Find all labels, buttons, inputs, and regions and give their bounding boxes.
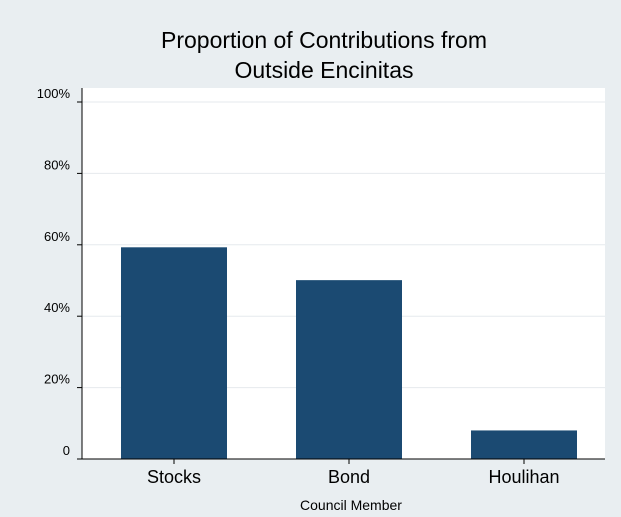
x-ticks: Stocks Bond Houlihan: [147, 459, 560, 487]
x-axis-label: Council Member: [300, 497, 402, 513]
y-ticks: 0 20% 40% 60% 80% 100%: [37, 86, 82, 460]
x-tick-label: Houlihan: [488, 467, 559, 487]
y-tick-label: 80%: [44, 157, 70, 172]
y-tick-label: 0: [63, 443, 70, 458]
x-tick-label: Stocks: [147, 467, 201, 487]
y-tick-label: 40%: [44, 300, 70, 315]
y-tick-label: 100%: [37, 86, 71, 101]
bar-stocks: [121, 247, 227, 459]
bar-bond: [296, 280, 402, 459]
chart-title-line-1: Proportion of Contributions from: [161, 27, 487, 53]
chart-title-line-2: Outside Encinitas: [235, 57, 414, 83]
y-tick-label: 60%: [44, 229, 70, 244]
bar-houlihan: [471, 430, 577, 459]
bars: [121, 247, 577, 459]
y-tick-label: 20%: [44, 372, 70, 387]
x-tick-label: Bond: [328, 467, 370, 487]
